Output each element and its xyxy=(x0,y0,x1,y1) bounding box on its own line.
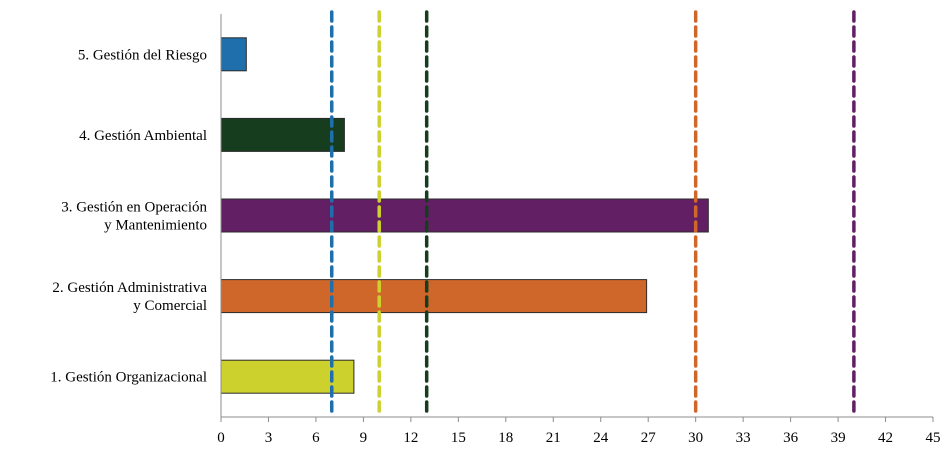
x-tick-label: 18 xyxy=(498,430,513,446)
x-tick-label: 3 xyxy=(265,430,273,446)
bar-1 xyxy=(220,37,247,72)
x-tick-label: 15 xyxy=(451,430,466,446)
reference-lines xyxy=(330,10,856,419)
category-labels: 5. Gestión del Riesgo 4. Gestión Ambienta… xyxy=(50,47,207,385)
x-tick-label: 30 xyxy=(688,430,703,446)
x-tick-label: 21 xyxy=(546,430,561,446)
category-label: 3. Gestión en Operación xyxy=(61,200,207,216)
category-label: y Comercial xyxy=(133,298,207,314)
axes xyxy=(220,14,933,418)
category-label: y Mantenimiento xyxy=(104,218,207,234)
x-tick-label: 39 xyxy=(831,430,846,446)
category-label: 5. Gestión del Riesgo xyxy=(78,47,207,63)
x-tick-label: 12 xyxy=(403,430,418,446)
x-ticks: 0 3 6 9 12 15 18 21 24 27 30 33 36 39 42 45 xyxy=(217,417,941,446)
bar-5 xyxy=(220,359,355,394)
bar-4 xyxy=(220,279,648,314)
x-tick-label: 24 xyxy=(593,430,609,446)
x-tick-label: 0 xyxy=(217,430,225,446)
category-label: 1. Gestión Organizacional xyxy=(50,370,207,386)
x-tick-label: 9 xyxy=(360,430,368,446)
x-tick-label: 36 xyxy=(783,430,799,446)
x-tick-label: 45 xyxy=(926,430,941,446)
category-label: 2. Gestión Administrativa xyxy=(52,280,207,296)
x-tick-label: 42 xyxy=(878,430,893,446)
bar-3 xyxy=(220,198,709,233)
x-tick-label: 6 xyxy=(312,430,320,446)
bar-2 xyxy=(220,117,345,152)
x-tick-label: 27 xyxy=(641,430,657,446)
bars xyxy=(220,37,709,394)
x-tick-label: 33 xyxy=(736,430,751,446)
category-label: 4. Gestión Ambiental xyxy=(79,128,207,144)
